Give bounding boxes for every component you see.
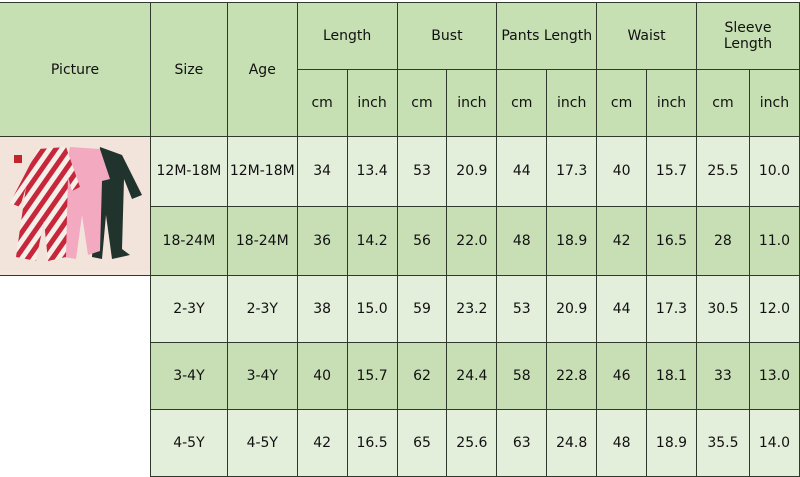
measurement-cell: 42 [596, 205, 648, 276]
measurement-cell: 28 [695, 205, 750, 276]
measurement-cell: 65 [396, 409, 448, 477]
measurement-cell: 40 [596, 136, 648, 207]
measurement-cell: 46 [596, 342, 648, 410]
measurement-cell: 18.1 [646, 342, 697, 410]
measurement-cell: 22.0 [446, 205, 498, 276]
measurement-cell: 48 [596, 409, 648, 477]
measurement-cell: 53 [396, 136, 448, 207]
header-pants-length: Pants Length [496, 2, 598, 70]
measurement-cell: 62 [396, 342, 448, 410]
header-waist: Waist [596, 2, 697, 70]
header-unit-cm: cm [396, 69, 448, 137]
header-sleeve-length: Sleeve Length [695, 2, 800, 70]
table-row: 12M-18M 12M-18M 34 13.4 53 20.9 44 17.3 40 15.7 25… [0, 136, 800, 276]
measurement-cell: 15.7 [646, 136, 697, 207]
measurement-cell: 56 [396, 205, 448, 276]
measurement-cell: 38 [296, 275, 348, 343]
measurement-cell: 16.5 [346, 409, 398, 477]
measurement-cell: 14.0 [748, 409, 800, 477]
row-size: 12M-18M [150, 136, 228, 207]
row-size: 18-24M [150, 205, 228, 276]
measurement-cell: 25.6 [446, 409, 498, 477]
measurement-cell: 30.5 [695, 275, 750, 343]
header-age: Age [226, 2, 298, 137]
measurement-cell: 25.5 [695, 136, 750, 207]
measurement-cell: 17.3 [546, 136, 598, 207]
header-unit-cm: cm [695, 69, 750, 137]
row-size: 4-5Y [150, 409, 228, 477]
measurement-cell: 18.9 [646, 409, 697, 477]
measurement-cell: 40 [296, 342, 348, 410]
measurement-cell: 11.0 [748, 205, 800, 276]
table-row: 2-3Y 2-3Y 38 15.0 59 23.2 53 20.9 44 17.3 30.5 12.0 [0, 275, 800, 477]
header-unit-inch: inch [346, 69, 398, 137]
header-bust: Bust [396, 2, 498, 70]
measurement-cell: 58 [496, 342, 548, 410]
measurement-cell: 18.9 [546, 205, 598, 276]
measurement-cell: 17.3 [646, 275, 697, 343]
table-row: 4-5Y 4-5Y 42 16.5 65 25.6 63 24.8 48 18.9 35.5 14.0 [0, 409, 800, 477]
measurement-cell: 44 [596, 275, 648, 343]
header-unit-cm: cm [496, 69, 548, 137]
header-unit-inch: inch [446, 69, 498, 137]
product-picture [0, 136, 151, 276]
measurement-cell: 14.2 [346, 205, 398, 276]
measurement-cell: 10.0 [748, 136, 800, 207]
measurement-cell: 59 [396, 275, 448, 343]
measurement-cell: 12.0 [748, 275, 800, 343]
measurement-cell: 33 [695, 342, 750, 410]
pajamas-image-icon [0, 137, 150, 271]
header-picture: Picture [0, 2, 151, 137]
measurement-cell: 48 [496, 205, 548, 276]
header-unit-inch: inch [748, 69, 800, 137]
measurement-cell: 24.4 [446, 342, 498, 410]
header-size: Size [150, 2, 228, 137]
header-length: Length [296, 2, 398, 70]
measurement-cell: 15.0 [346, 275, 398, 343]
measurement-cell: 24.8 [546, 409, 598, 477]
measurement-cell: 22.8 [546, 342, 598, 410]
measurement-cell: 13.4 [346, 136, 398, 207]
empty-cell [0, 275, 151, 477]
measurement-cell: 36 [296, 205, 348, 276]
row-age: 18-24M [226, 205, 298, 276]
row-age: 12M-18M [226, 136, 298, 207]
row-age: 2-3Y [226, 275, 298, 343]
measurement-cell: 23.2 [446, 275, 498, 343]
measurement-cell: 34 [296, 136, 348, 207]
measurement-cell: 20.9 [446, 136, 498, 207]
row-age: 4-5Y [226, 409, 298, 477]
table-row: 18-24M 18-24M 36 14.2 56 22.0 48 18.9 42 16.5 28 11… [0, 205, 800, 276]
measurement-cell: 44 [496, 136, 548, 207]
row-age: 3-4Y [226, 342, 298, 410]
header-unit-cm: cm [296, 69, 348, 137]
measurement-cell: 53 [496, 275, 548, 343]
measurement-cell: 35.5 [695, 409, 750, 477]
header-unit-inch: inch [646, 69, 697, 137]
measurement-cell: 15.7 [346, 342, 398, 410]
header-unit-inch: inch [546, 69, 598, 137]
row-size: 3-4Y [150, 342, 228, 410]
measurement-cell: 63 [496, 409, 548, 477]
measurement-cell: 42 [296, 409, 348, 477]
measurement-cell: 16.5 [646, 205, 697, 276]
measurement-cell: 20.9 [546, 275, 598, 343]
header-unit-cm: cm [596, 69, 648, 137]
measurement-cell: 13.0 [748, 342, 800, 410]
row-size: 2-3Y [150, 275, 228, 343]
